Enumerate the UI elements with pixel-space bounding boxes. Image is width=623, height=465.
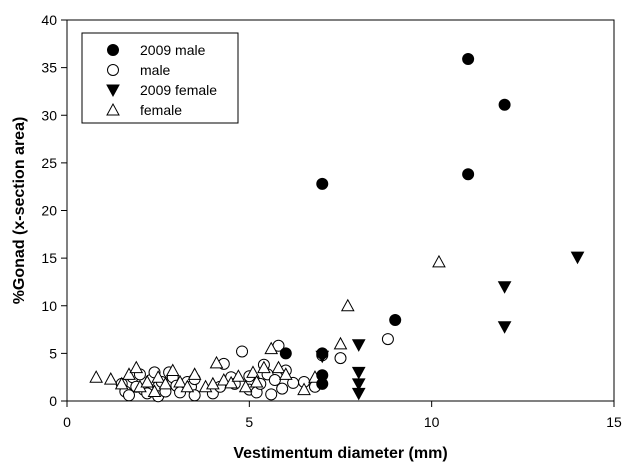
data-point-female	[89, 370, 104, 383]
data-point-2009-female	[351, 366, 366, 380]
data-point-female	[180, 379, 195, 393]
y-tick-label: 0	[49, 393, 57, 409]
data-point-2009-male	[462, 53, 475, 66]
data-point-female	[432, 254, 446, 268]
data-point-female	[231, 369, 246, 382]
data-point-female	[158, 376, 173, 390]
data-point-2009-female	[497, 281, 512, 294]
data-point-male	[122, 389, 135, 402]
data-point-female	[297, 382, 311, 396]
data-point-male	[188, 389, 201, 402]
y-tick-label: 25	[41, 155, 57, 171]
x-tick-label: 10	[424, 414, 440, 430]
data-point-female	[187, 367, 202, 380]
data-point-female	[340, 298, 355, 312]
data-point-2009-male	[389, 314, 402, 327]
legend-marker-male	[107, 64, 119, 76]
y-tick-label: 5	[49, 345, 57, 361]
legend-marker-female	[106, 102, 120, 116]
data-points	[89, 53, 585, 403]
data-point-female	[278, 367, 293, 380]
data-point-female	[216, 373, 231, 386]
data-point-2009-male	[279, 347, 292, 360]
data-point-female	[173, 374, 187, 388]
y-tick-label: 40	[41, 12, 57, 28]
y-tick-label: 30	[41, 107, 57, 123]
data-point-male	[268, 374, 281, 387]
y-tick-label: 10	[41, 298, 57, 314]
data-point-female	[246, 365, 260, 378]
legend-label-male: male	[140, 62, 171, 78]
data-point-female	[224, 375, 238, 389]
legend-label-female: female	[140, 102, 182, 118]
data-point-2009-female	[570, 251, 585, 265]
data-point-2009-male	[498, 98, 511, 111]
data-point-male	[276, 382, 289, 395]
data-point-male	[334, 352, 347, 365]
data-point-2009-female	[351, 339, 366, 352]
data-point-female	[147, 384, 162, 397]
data-point-female	[140, 374, 155, 388]
data-point-female	[165, 363, 180, 377]
data-point-female	[333, 336, 348, 350]
legend-marker-2009-female	[106, 84, 120, 98]
legend-label-2009-female: 2009 female	[140, 82, 217, 98]
x-axis-ticks: 0 5 10 15	[63, 401, 622, 430]
x-axis-label: Vestimentum diameter (mm)	[233, 445, 447, 462]
x-tick-label: 5	[245, 414, 253, 430]
data-point-female	[257, 360, 271, 374]
y-tick-label: 15	[41, 250, 57, 266]
data-point-2009-female	[351, 378, 366, 391]
data-point-male	[265, 388, 278, 401]
data-point-female	[103, 372, 118, 385]
data-point-female	[209, 355, 224, 369]
data-point-female	[238, 379, 253, 393]
data-point-female	[129, 360, 144, 374]
data-point-female	[264, 341, 279, 355]
data-point-2009-female	[315, 350, 330, 364]
data-point-2009-female	[351, 387, 366, 401]
data-point-2009-male	[462, 168, 475, 181]
data-point-female	[249, 374, 264, 388]
data-point-female	[271, 360, 286, 374]
data-point-female	[114, 376, 129, 390]
legend-label-2009-male: 2009 male	[140, 42, 206, 58]
data-point-male	[236, 345, 249, 358]
x-tick-label: 0	[63, 414, 71, 430]
y-axis-label: %Gonad (x-section area)	[11, 117, 28, 305]
data-point-female	[206, 376, 220, 390]
y-axis-ticks: 0 5 10 15 20 25 30 35 40	[41, 12, 67, 409]
data-point-2009-male	[316, 177, 329, 190]
data-point-male	[381, 333, 394, 346]
data-point-2009-male	[316, 377, 329, 390]
y-tick-label: 20	[41, 203, 57, 219]
legend: 2009 male male 2009 female female	[81, 32, 239, 124]
data-point-2009-female	[497, 321, 512, 334]
x-tick-label: 15	[606, 414, 622, 430]
legend-marker-2009-male	[107, 44, 119, 56]
data-point-female	[151, 370, 166, 383]
y-tick-label: 35	[41, 60, 57, 76]
data-point-female	[122, 367, 136, 380]
